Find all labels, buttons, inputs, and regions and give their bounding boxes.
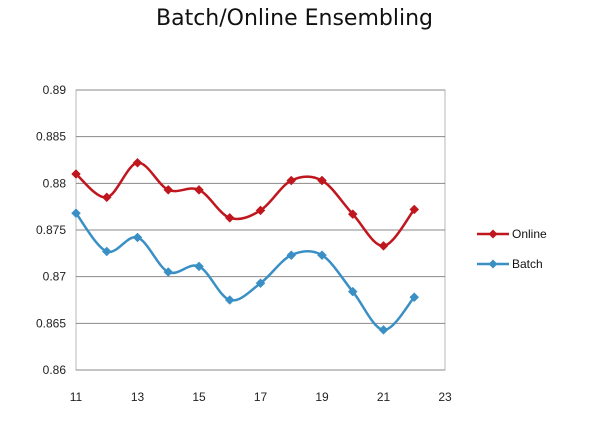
series-online: [71, 157, 420, 251]
y-tick-label: 0.87: [43, 270, 67, 284]
data-point-online: [347, 209, 358, 219]
data-point-batch: [163, 267, 174, 277]
chart-title: Batch/Online Ensembling: [156, 6, 433, 31]
data-point-online: [194, 185, 204, 195]
y-tick-label: 0.86: [43, 363, 67, 377]
data-point-batch: [378, 325, 389, 335]
y-tick-label: 0.89: [43, 83, 67, 97]
data-point-online: [71, 169, 81, 179]
data-point-online: [101, 192, 112, 203]
legend-label: Batch: [512, 257, 543, 271]
data-point-online: [163, 185, 174, 195]
y-axis-ticks: 0.86 0.865 0.87 0.875 0.88 0.885 0.89: [36, 83, 66, 377]
data-point-online: [317, 175, 327, 186]
x-axis-ticks: 11 13 15 17 19 21 23: [70, 390, 452, 404]
y-tick-label: 0.88: [43, 176, 67, 190]
x-tick-label: 13: [131, 390, 145, 404]
data-point-online: [409, 204, 420, 215]
data-point-batch: [71, 208, 81, 219]
data-point-batch: [286, 250, 297, 261]
x-tick-label: 15: [192, 390, 206, 404]
data-point-batch: [132, 232, 143, 243]
data-point-online: [378, 241, 389, 251]
data-point-batch: [409, 292, 420, 303]
legend-swatch-marker: [488, 229, 498, 239]
gridlines: [76, 89, 445, 371]
data-point-batch: [347, 286, 358, 297]
legend-label: Online: [512, 227, 547, 241]
data-point-online: [132, 157, 143, 168]
legend-item-online: Online: [477, 227, 547, 241]
data-point-batch: [317, 250, 327, 261]
data-point-online: [224, 213, 235, 223]
data-point-batch: [224, 295, 235, 305]
series-batch: [71, 208, 420, 335]
x-tick-label: 23: [438, 390, 452, 404]
data-point-batch: [101, 246, 112, 257]
series-layer: [71, 157, 420, 335]
x-tick-label: 11: [70, 390, 83, 404]
data-point-online: [286, 175, 297, 186]
x-tick-label: 19: [315, 390, 329, 404]
y-tick-label: 0.885: [36, 130, 66, 144]
x-tick-label: 17: [254, 390, 268, 404]
data-point-batch: [255, 278, 266, 289]
data-point-batch: [194, 261, 204, 272]
x-tick-label: 21: [377, 390, 391, 404]
legend-item-batch: Batch: [477, 257, 543, 271]
y-tick-label: 0.865: [36, 316, 66, 330]
legend: Online Batch: [477, 227, 547, 271]
data-point-online: [255, 205, 266, 216]
y-tick-label: 0.875: [36, 223, 66, 237]
legend-swatch-marker: [488, 259, 498, 269]
